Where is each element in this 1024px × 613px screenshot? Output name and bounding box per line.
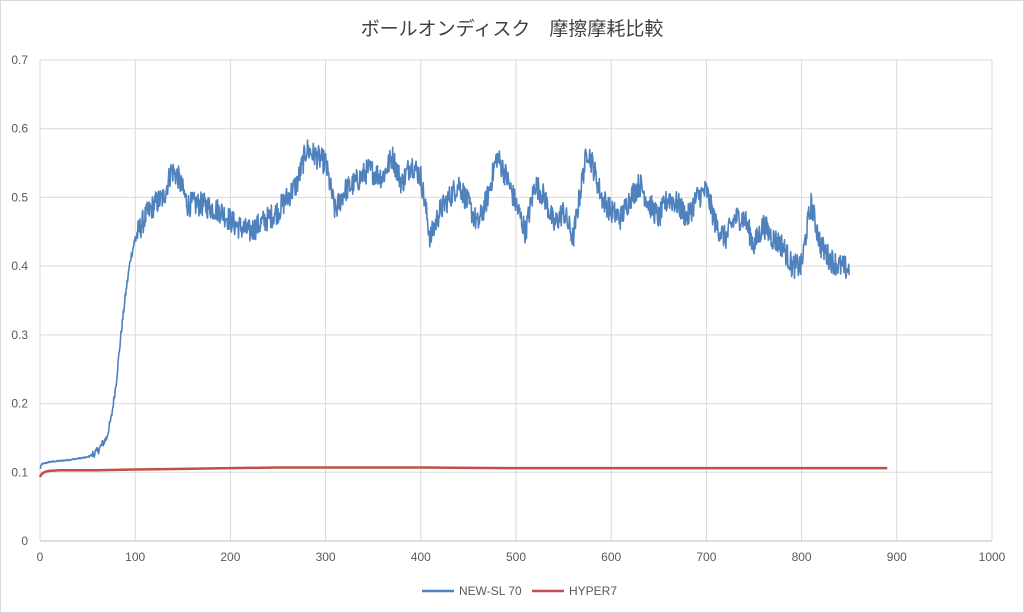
x-tick-label: 1000: [979, 550, 1006, 564]
y-tick-label: 0.7: [11, 53, 28, 67]
legend: NEW-SL 70 HYPER7: [422, 584, 617, 598]
x-tick-label: 600: [601, 550, 621, 564]
y-tick-label: 0.1: [11, 465, 28, 479]
y-axis-tick-labels: 0 0.1 0.2 0.3 0.4 0.5 0.6 0.7: [11, 53, 28, 548]
x-tick-label: 500: [506, 550, 526, 564]
series-line-hyper7: [38, 466, 888, 478]
series-line-new-sl-70: [39, 139, 850, 470]
x-tick-label: 100: [125, 550, 145, 564]
x-tick-label: 800: [792, 550, 812, 564]
y-tick-label: 0.2: [11, 397, 28, 411]
y-tick-label: 0.3: [11, 328, 28, 342]
y-tick-label: 0.6: [11, 122, 28, 136]
x-tick-label: 300: [316, 550, 336, 564]
x-axis-tick-labels: 0 100 200 300 400 500 600 700 800 900 1000: [37, 550, 1006, 564]
y-tick-label: 0.4: [11, 259, 28, 273]
series-lines: [38, 139, 888, 478]
x-tick-label: 200: [220, 550, 240, 564]
chart-title: ボールオンディスク 摩擦摩耗比較: [360, 19, 664, 40]
legend-label: HYPER7: [569, 584, 617, 598]
x-tick-label: 900: [887, 550, 907, 564]
x-tick-label: 0: [37, 550, 44, 564]
y-tick-label: 0.5: [11, 190, 28, 204]
x-tick-label: 400: [411, 550, 431, 564]
x-tick-label: 700: [696, 550, 716, 564]
legend-label: NEW-SL 70: [459, 584, 522, 598]
y-tick-label: 0: [21, 534, 28, 548]
